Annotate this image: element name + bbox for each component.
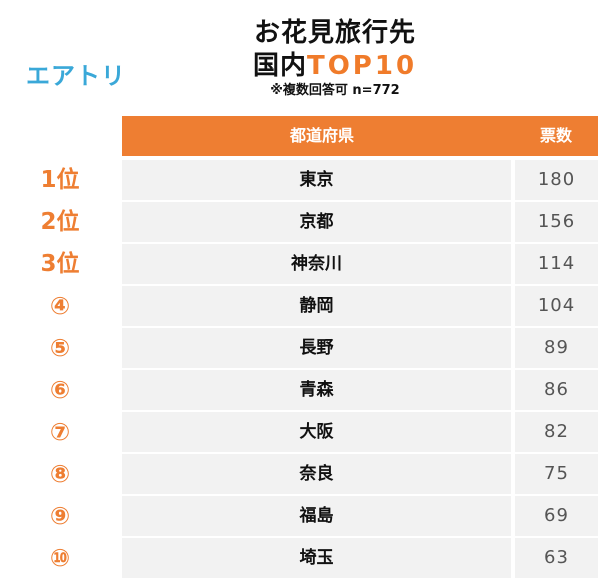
prefecture-cell: 京都 [122, 202, 511, 242]
title-line2-prefix: 国内 [252, 51, 307, 81]
table-row: ⑤ 長野 89 [0, 328, 598, 368]
prefecture-cell: 静岡 [122, 286, 511, 326]
title-note: ※複数回答可 n=772 [270, 83, 400, 98]
votes-cell: 82 [515, 412, 598, 452]
rank-label: ⑩ [49, 544, 71, 572]
table-row: ④ 静岡 104 [0, 286, 598, 326]
votes-cell: 75 [515, 454, 598, 494]
prefecture-cell: 大阪 [122, 412, 511, 452]
logo: エアトリ [26, 62, 126, 90]
title-line1: お花見旅行先 [253, 18, 416, 48]
table-row: 3位 神奈川 114 [0, 244, 598, 284]
table-row: ⑨ 福島 69 [0, 496, 598, 536]
rank-label: ⑤ [49, 334, 71, 362]
header-votes: 票数 [539, 126, 572, 145]
votes-cell: 114 [515, 244, 598, 284]
table-row: ⑧ 奈良 75 [0, 454, 598, 494]
title-line2-accent: TOP10 [306, 51, 418, 81]
rank-label: 2位 [40, 209, 80, 235]
prefecture-cell: 長野 [122, 328, 511, 368]
prefecture-cell: 埼玉 [122, 538, 511, 578]
table-row: ⑦ 大阪 82 [0, 412, 598, 452]
table-row: 1位 東京 180 [0, 160, 598, 200]
votes-cell: 63 [515, 538, 598, 578]
prefecture-cell: 東京 [122, 160, 511, 200]
rank-label: ⑥ [49, 376, 71, 404]
prefecture-cell: 福島 [122, 496, 511, 536]
rank-label: 3位 [40, 251, 80, 277]
votes-cell: 180 [515, 160, 598, 200]
page-title: お花見旅行先 国内TOP10 ※複数回答可 n=772 [220, 16, 450, 100]
prefecture-cell: 神奈川 [122, 244, 511, 284]
header-prefecture: 都道府県 [289, 126, 354, 145]
table-row: ⑩ 埼玉 63 [0, 538, 598, 578]
rank-label: ⑨ [49, 502, 71, 530]
prefecture-cell: 青森 [122, 370, 511, 410]
table-row: 2位 京都 156 [0, 202, 598, 242]
votes-cell: 89 [515, 328, 598, 368]
prefecture-cell: 奈良 [122, 454, 511, 494]
rank-label: ⑧ [49, 460, 71, 488]
table-row: ⑥ 青森 86 [0, 370, 598, 410]
title-line2: 国内TOP10 [220, 50, 450, 82]
rank-label: 1位 [40, 167, 80, 193]
votes-cell: 69 [515, 496, 598, 536]
rank-label: ⑦ [49, 418, 71, 446]
votes-cell: 156 [515, 202, 598, 242]
table-header: 都道府県 票数 [122, 116, 598, 156]
votes-cell: 104 [515, 286, 598, 326]
votes-cell: 86 [515, 370, 598, 410]
rank-label: ④ [49, 292, 71, 320]
